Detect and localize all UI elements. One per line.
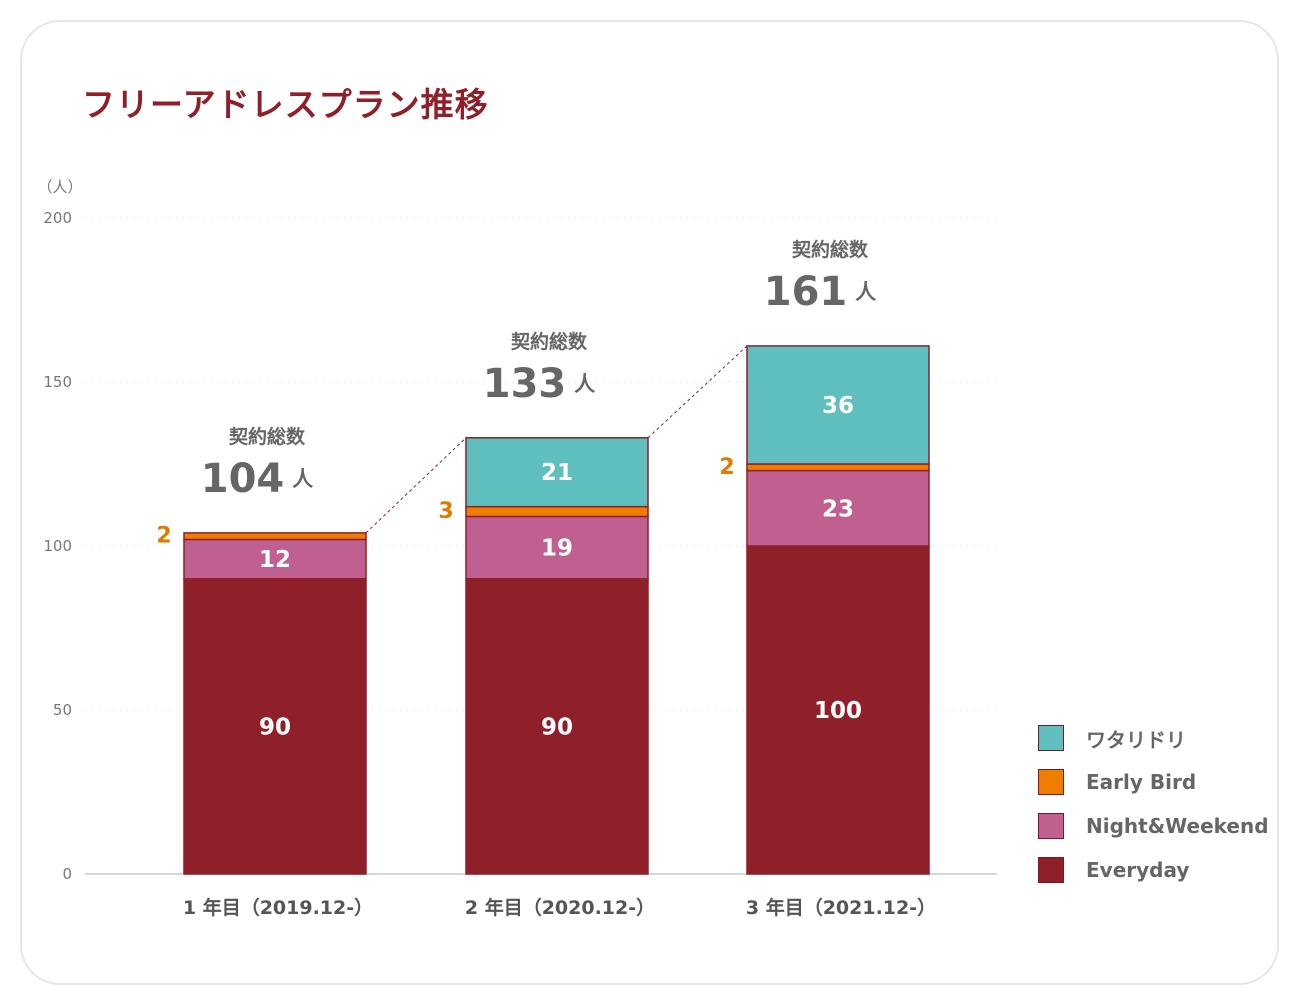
data-label-night-weekend-1: 12	[259, 547, 291, 573]
connector-line-2	[647, 345, 748, 439]
y-axis-unit-label: （人）	[37, 178, 82, 196]
total-number-1: 104	[201, 456, 285, 502]
total-number-3: 161	[764, 269, 848, 315]
legend-item-watari: ワタリドリ	[1038, 716, 1269, 760]
connector-line-1	[365, 437, 467, 534]
legend-swatch-early-bird	[1038, 769, 1064, 795]
legend-label-everyday: Everyday	[1086, 858, 1190, 882]
legend-item-early-bird: Early Bird	[1038, 760, 1269, 804]
data-label-everyday-1: 90	[259, 714, 291, 740]
legend-item-night-weekend: Night&Weekend	[1038, 804, 1269, 848]
data-label-night-weekend-3: 23	[822, 496, 854, 522]
x-tick-label-3: 3 年目（2021.12-）	[746, 896, 936, 919]
bar-segment-watari-2	[465, 437, 649, 508]
y-tick-label-0: 0	[62, 865, 72, 883]
legend-label-early-bird: Early Bird	[1086, 770, 1197, 794]
data-label-watari-3: 36	[822, 393, 854, 419]
bar-segment-early-bird-2	[465, 505, 649, 518]
legend-swatch-everyday	[1038, 857, 1064, 883]
data-label-early-bird-1: 2	[156, 524, 171, 549]
legend-item-everyday: Everyday	[1038, 848, 1269, 892]
bar-segment-early-bird-1	[183, 532, 367, 541]
total-caption-1: 契約総数	[228, 425, 306, 448]
bar-segment-night-weekend-1	[183, 538, 367, 580]
y-tick-label-150: 150	[43, 373, 72, 391]
legend-label-night-weekend: Night&Weekend	[1086, 814, 1269, 838]
y-tick-label-100: 100	[43, 537, 72, 555]
bar-segment-everyday-2	[465, 578, 649, 875]
data-label-everyday-3: 100	[814, 698, 862, 724]
total-value-1: 104 人	[201, 456, 314, 502]
legend-swatch-night-weekend	[1038, 813, 1064, 839]
x-tick-label-1: 1 年目（2019.12-）	[183, 896, 373, 919]
total-unit-1: 人	[292, 467, 313, 491]
legend-swatch-watari	[1038, 725, 1064, 751]
bar-segment-night-weekend-3	[746, 469, 930, 547]
legend: ワタリドリ Early Bird Night&Weekend Everyday	[1038, 716, 1269, 892]
total-unit-2: 人	[574, 372, 595, 396]
data-label-early-bird-3: 2	[719, 455, 734, 480]
total-caption-3: 契約総数	[791, 238, 869, 261]
data-label-watari-2: 21	[541, 460, 573, 486]
x-tick-label-2: 2 年目（2020.12-）	[465, 896, 655, 919]
total-unit-3: 人	[855, 280, 876, 304]
total-value-2: 133 人	[483, 361, 596, 407]
total-caption-2: 契約総数	[510, 330, 588, 353]
bar-segment-everyday-1	[183, 578, 367, 875]
total-value-3: 161 人	[764, 269, 877, 315]
bar-segment-night-weekend-2	[465, 515, 649, 580]
bar-segment-everyday-3	[746, 545, 930, 875]
total-number-2: 133	[483, 361, 567, 407]
bar-segment-watari-3	[746, 345, 930, 465]
bar-segment-early-bird-3	[746, 463, 930, 472]
legend-label-watari: ワタリドリ	[1086, 727, 1186, 752]
y-tick-label-50: 50	[53, 701, 72, 719]
y-tick-label-200: 200	[43, 209, 72, 227]
chart-title: フリーアドレスプラン推移	[82, 85, 489, 124]
data-label-night-weekend-2: 19	[541, 536, 573, 562]
data-label-early-bird-2: 3	[438, 499, 453, 524]
data-label-everyday-2: 90	[541, 714, 573, 740]
